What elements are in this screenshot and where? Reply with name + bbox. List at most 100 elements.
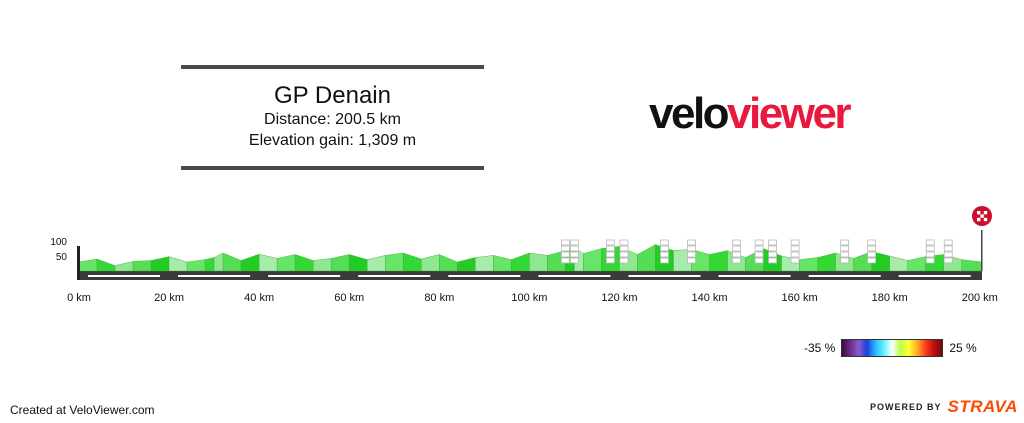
cobbled-sector-marker: [619, 239, 629, 246]
baseline-stripe: [538, 275, 611, 277]
cobbled-sector-marker: [570, 245, 579, 252]
cobbled-sector-marker: [732, 251, 741, 258]
cobbled-sector-marker: [570, 257, 579, 264]
baseline-stripe: [628, 275, 701, 277]
elevation-segment: [78, 258, 98, 272]
x-tick-label: 140 km: [691, 292, 727, 304]
cobbled-sector-marker: [619, 251, 629, 258]
elevation-segment: [312, 258, 332, 272]
elevation-segment: [529, 252, 548, 272]
elevation-segment: [457, 257, 476, 272]
elevation-segment: [385, 252, 404, 272]
cobbled-sector-marker: [619, 257, 629, 264]
finish-flag-check: [983, 211, 988, 215]
cobbled-sector-marker: [660, 257, 669, 264]
baseline-stripe: [178, 275, 251, 277]
distance-baseline-bar: [79, 271, 982, 280]
cobbled-sector-marker: [867, 245, 877, 252]
cobbled-sector-marker: [561, 257, 570, 264]
race-title: GP Denain: [274, 82, 391, 109]
elevation-segment: [114, 261, 134, 272]
cobbled-sector-marker: [790, 251, 800, 258]
elevation-segment: [213, 252, 224, 272]
baseline-stripe: [718, 275, 791, 277]
elevation-segment: [889, 255, 908, 272]
cobbled-sector-marker: [687, 239, 696, 246]
x-tick-label: 100 km: [511, 292, 547, 304]
elevation-segment: [709, 250, 728, 272]
cobbled-sector-marker: [768, 245, 777, 252]
elevation-segment: [150, 256, 170, 272]
cobbled-sector-marker: [943, 239, 953, 246]
elevation-segment: [421, 254, 440, 272]
elevation-segment: [475, 255, 494, 272]
cobbled-sector-marker: [943, 257, 953, 264]
elevation-segment: [331, 254, 350, 272]
elevation-segment: [799, 257, 818, 272]
cobbled-sector-marker: [561, 239, 570, 246]
baseline-stripe: [898, 275, 971, 277]
gradient-legend: -35 % 25 %: [804, 339, 977, 357]
x-tick-label: 40 km: [244, 292, 274, 304]
baseline-stripe: [358, 275, 431, 277]
cobbled-sector-marker: [754, 251, 764, 258]
gradient-color-bar: [841, 339, 944, 357]
cobbled-sector-marker: [768, 239, 777, 246]
elevation-segment: [276, 254, 296, 272]
cobbled-sector-marker: [619, 245, 629, 252]
finish-post: [981, 230, 983, 271]
elevation-segment: [367, 255, 386, 272]
x-tick-label: 180 km: [872, 292, 908, 304]
elevation-segment: [511, 252, 530, 272]
cobbled-sector-marker: [561, 251, 570, 258]
logo-part-velo: velo: [649, 89, 730, 138]
elevation-segment: [583, 248, 602, 272]
powered-by-label: POWERED BY: [870, 402, 942, 412]
elevation-segment: [961, 259, 983, 272]
finish-flag-check: [980, 214, 984, 218]
legend-max-label: 25 %: [949, 341, 977, 355]
elevation-segment: [186, 259, 206, 272]
cobbled-sector-marker: [867, 257, 877, 264]
cobbled-sector-marker: [790, 239, 800, 246]
cobbled-sector-marker: [943, 251, 953, 258]
cobbled-sector-marker: [840, 245, 850, 252]
cobbled-sector-marker: [561, 245, 570, 252]
finish-flag-check: [983, 217, 988, 222]
elevation-segment: [403, 252, 422, 272]
x-tick-label: 80 km: [424, 292, 454, 304]
cobbled-sector-marker: [925, 239, 935, 246]
elevation-segment: [637, 244, 656, 272]
cobbled-sector-marker: [606, 257, 615, 264]
elevation-segment: [907, 256, 926, 272]
elevation-segment: [168, 256, 188, 272]
created-at-credit: Created at VeloViewer.com: [10, 403, 155, 417]
elevation-segment: [222, 252, 242, 272]
x-tick-label: 200 km: [962, 292, 998, 304]
finish-flag-check: [977, 211, 981, 215]
baseline-stripe: [448, 275, 521, 277]
cobbled-sector-marker: [867, 251, 877, 258]
cobbled-sector-marker: [732, 245, 741, 252]
cobbled-sector-marker: [768, 257, 777, 264]
cobbled-sector-marker: [925, 257, 935, 264]
y-tick-label: 50: [56, 252, 68, 263]
cobbled-sector-marker: [570, 251, 579, 258]
cobbled-sector-marker: [606, 239, 615, 246]
elevation-segment: [493, 255, 512, 272]
baseline-stripe: [88, 275, 161, 277]
title-rule-bottom: [181, 166, 484, 170]
baseline-stripe: [808, 275, 881, 277]
cobbled-sector-marker: [687, 245, 696, 252]
cobbled-sector-marker: [754, 239, 764, 246]
cobbled-sector-marker: [768, 251, 777, 258]
title-rule-top: [181, 65, 484, 69]
elevation-segment: [96, 258, 116, 272]
distance-label: Distance: 200.5 km: [264, 111, 401, 128]
cobbled-sector-marker: [925, 251, 935, 258]
cobbled-sector-marker: [790, 257, 800, 264]
elevation-segment: [132, 260, 152, 272]
y-tick-label: 100: [50, 237, 67, 248]
cobbled-sector-marker: [660, 245, 669, 252]
powered-by-strava: POWERED BY STRAVA: [870, 397, 1018, 417]
